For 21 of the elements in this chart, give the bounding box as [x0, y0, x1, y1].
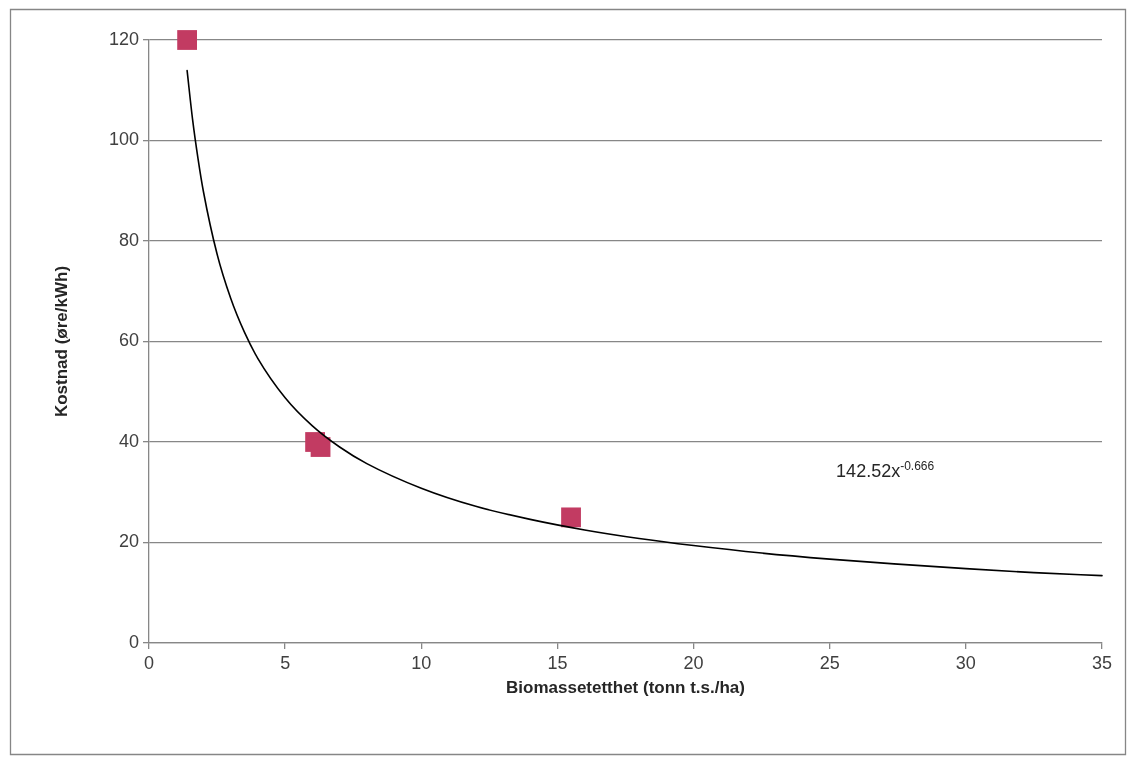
x-tick-label: 10 [411, 652, 432, 673]
y-tick-label: 40 [118, 430, 139, 451]
point [177, 30, 198, 50]
x-tick-label: 0 [143, 652, 155, 673]
y-tick-label: 20 [118, 531, 139, 552]
x-tick-label: 25 [819, 652, 840, 673]
y-tick-label: 80 [118, 229, 139, 250]
x-tick-label: 35 [1091, 652, 1113, 673]
y-tick-label: 100 [108, 129, 139, 150]
y-tick-label: 60 [118, 330, 139, 351]
x-tick-label: 20 [683, 652, 704, 673]
x-tick-label: 30 [955, 652, 976, 673]
x-axis-title: Biomassetetthet (tonn t.s./ha) [506, 678, 745, 698]
point [561, 507, 581, 528]
x-tick-label: 5 [280, 652, 291, 673]
y-tick-label: 120 [108, 28, 139, 49]
line-series [186, 69, 1103, 577]
y-axis-title: Kostnad (øre/kWh) [51, 265, 71, 418]
point [310, 437, 331, 457]
y-tick-label: 0 [128, 631, 139, 652]
x-tick-label: 15 [547, 652, 568, 673]
